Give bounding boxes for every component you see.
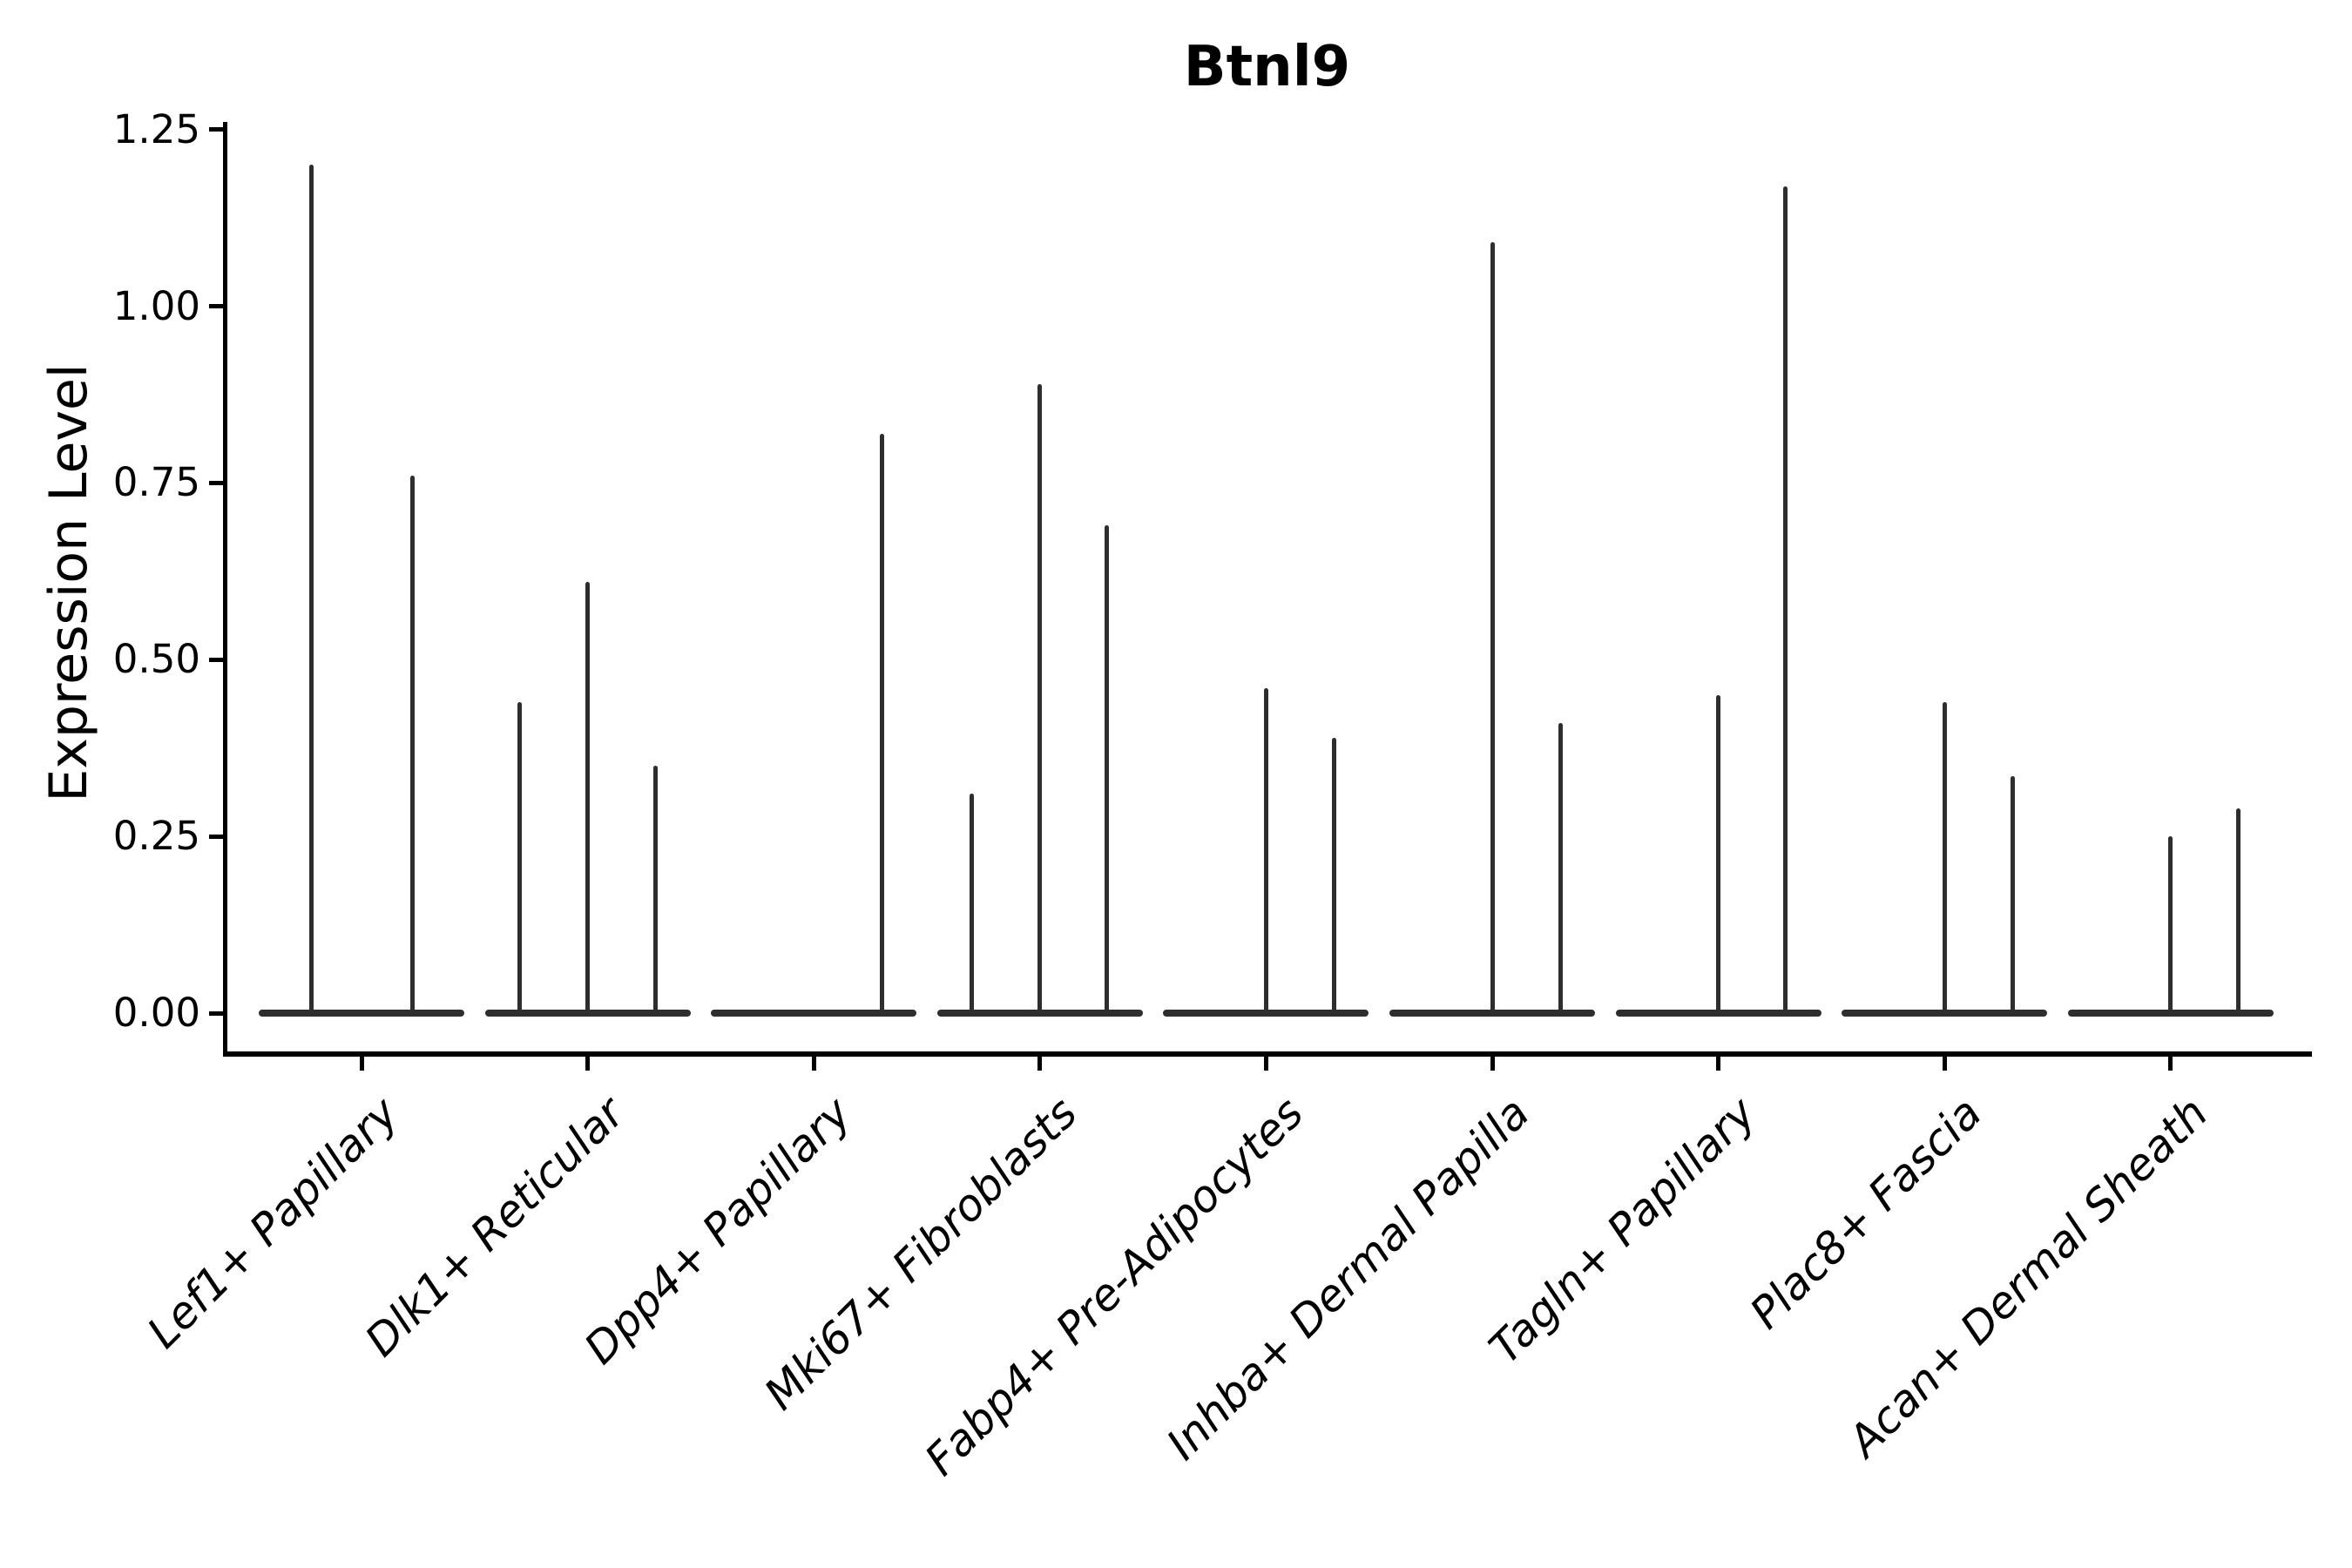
violin-spike — [585, 581, 591, 1017]
violin-spike — [1263, 687, 1268, 1017]
violin-spike — [1942, 701, 1947, 1017]
x-axis-spine — [222, 1051, 2312, 1057]
y-tick-label: 0.00 — [112, 990, 200, 1036]
violin-baseline — [259, 1010, 464, 1017]
violin-spike — [2010, 776, 2015, 1017]
violin-baseline — [711, 1010, 917, 1017]
x-tick-label: Lef1+ Papillary — [138, 1087, 409, 1358]
y-tick-mark — [208, 834, 223, 839]
x-tick-mark — [359, 1057, 364, 1071]
y-axis-spine — [222, 122, 227, 1057]
y-tick-label: 1.00 — [112, 282, 200, 329]
violin-spike — [970, 794, 975, 1017]
x-tick-label: Inhba+ Dermal Papilla — [1157, 1087, 1539, 1470]
x-tick-label: Plac8+ Fascia — [1740, 1087, 1991, 1339]
y-tick-label: 0.75 — [112, 459, 200, 506]
y-tick-mark — [208, 1010, 223, 1016]
x-tick-label: Fabp4+ Pre-Adipocytes — [915, 1087, 1314, 1486]
violin-spike — [1037, 383, 1043, 1017]
violin-spike — [1331, 737, 1336, 1017]
x-tick-mark — [1942, 1057, 1947, 1071]
violin-spike — [2236, 808, 2241, 1017]
violin-spike — [2168, 836, 2173, 1017]
violin-spike — [517, 701, 523, 1017]
y-tick-mark — [208, 127, 223, 132]
violin-spike — [879, 433, 884, 1017]
violin-spike — [1558, 723, 1563, 1017]
x-tick-mark — [1263, 1057, 1268, 1071]
y-tick-label: 0.50 — [112, 636, 200, 683]
violin-spike — [1490, 242, 1495, 1017]
y-tick-mark — [208, 480, 223, 485]
x-tick-mark — [2168, 1057, 2173, 1071]
violin-spike — [1783, 186, 1788, 1017]
chart-title: Btnl9 — [1183, 35, 1351, 99]
violin-spike — [653, 765, 659, 1017]
y-tick-label: 0.25 — [112, 813, 200, 860]
x-tick-mark — [1716, 1057, 1721, 1071]
y-tick-mark — [208, 304, 223, 308]
y-tick-mark — [208, 657, 223, 662]
y-tick-label: 1.25 — [112, 105, 200, 152]
y-axis-label: Expression Level — [38, 363, 99, 802]
violin-spike — [1716, 694, 1721, 1017]
x-tick-mark — [811, 1057, 816, 1071]
x-tick-mark — [1490, 1057, 1495, 1071]
violin-spike — [308, 165, 314, 1017]
x-tick-mark — [585, 1057, 591, 1071]
violin-spike — [1105, 525, 1110, 1017]
violin-spike — [409, 476, 415, 1017]
x-tick-mark — [1037, 1057, 1043, 1071]
